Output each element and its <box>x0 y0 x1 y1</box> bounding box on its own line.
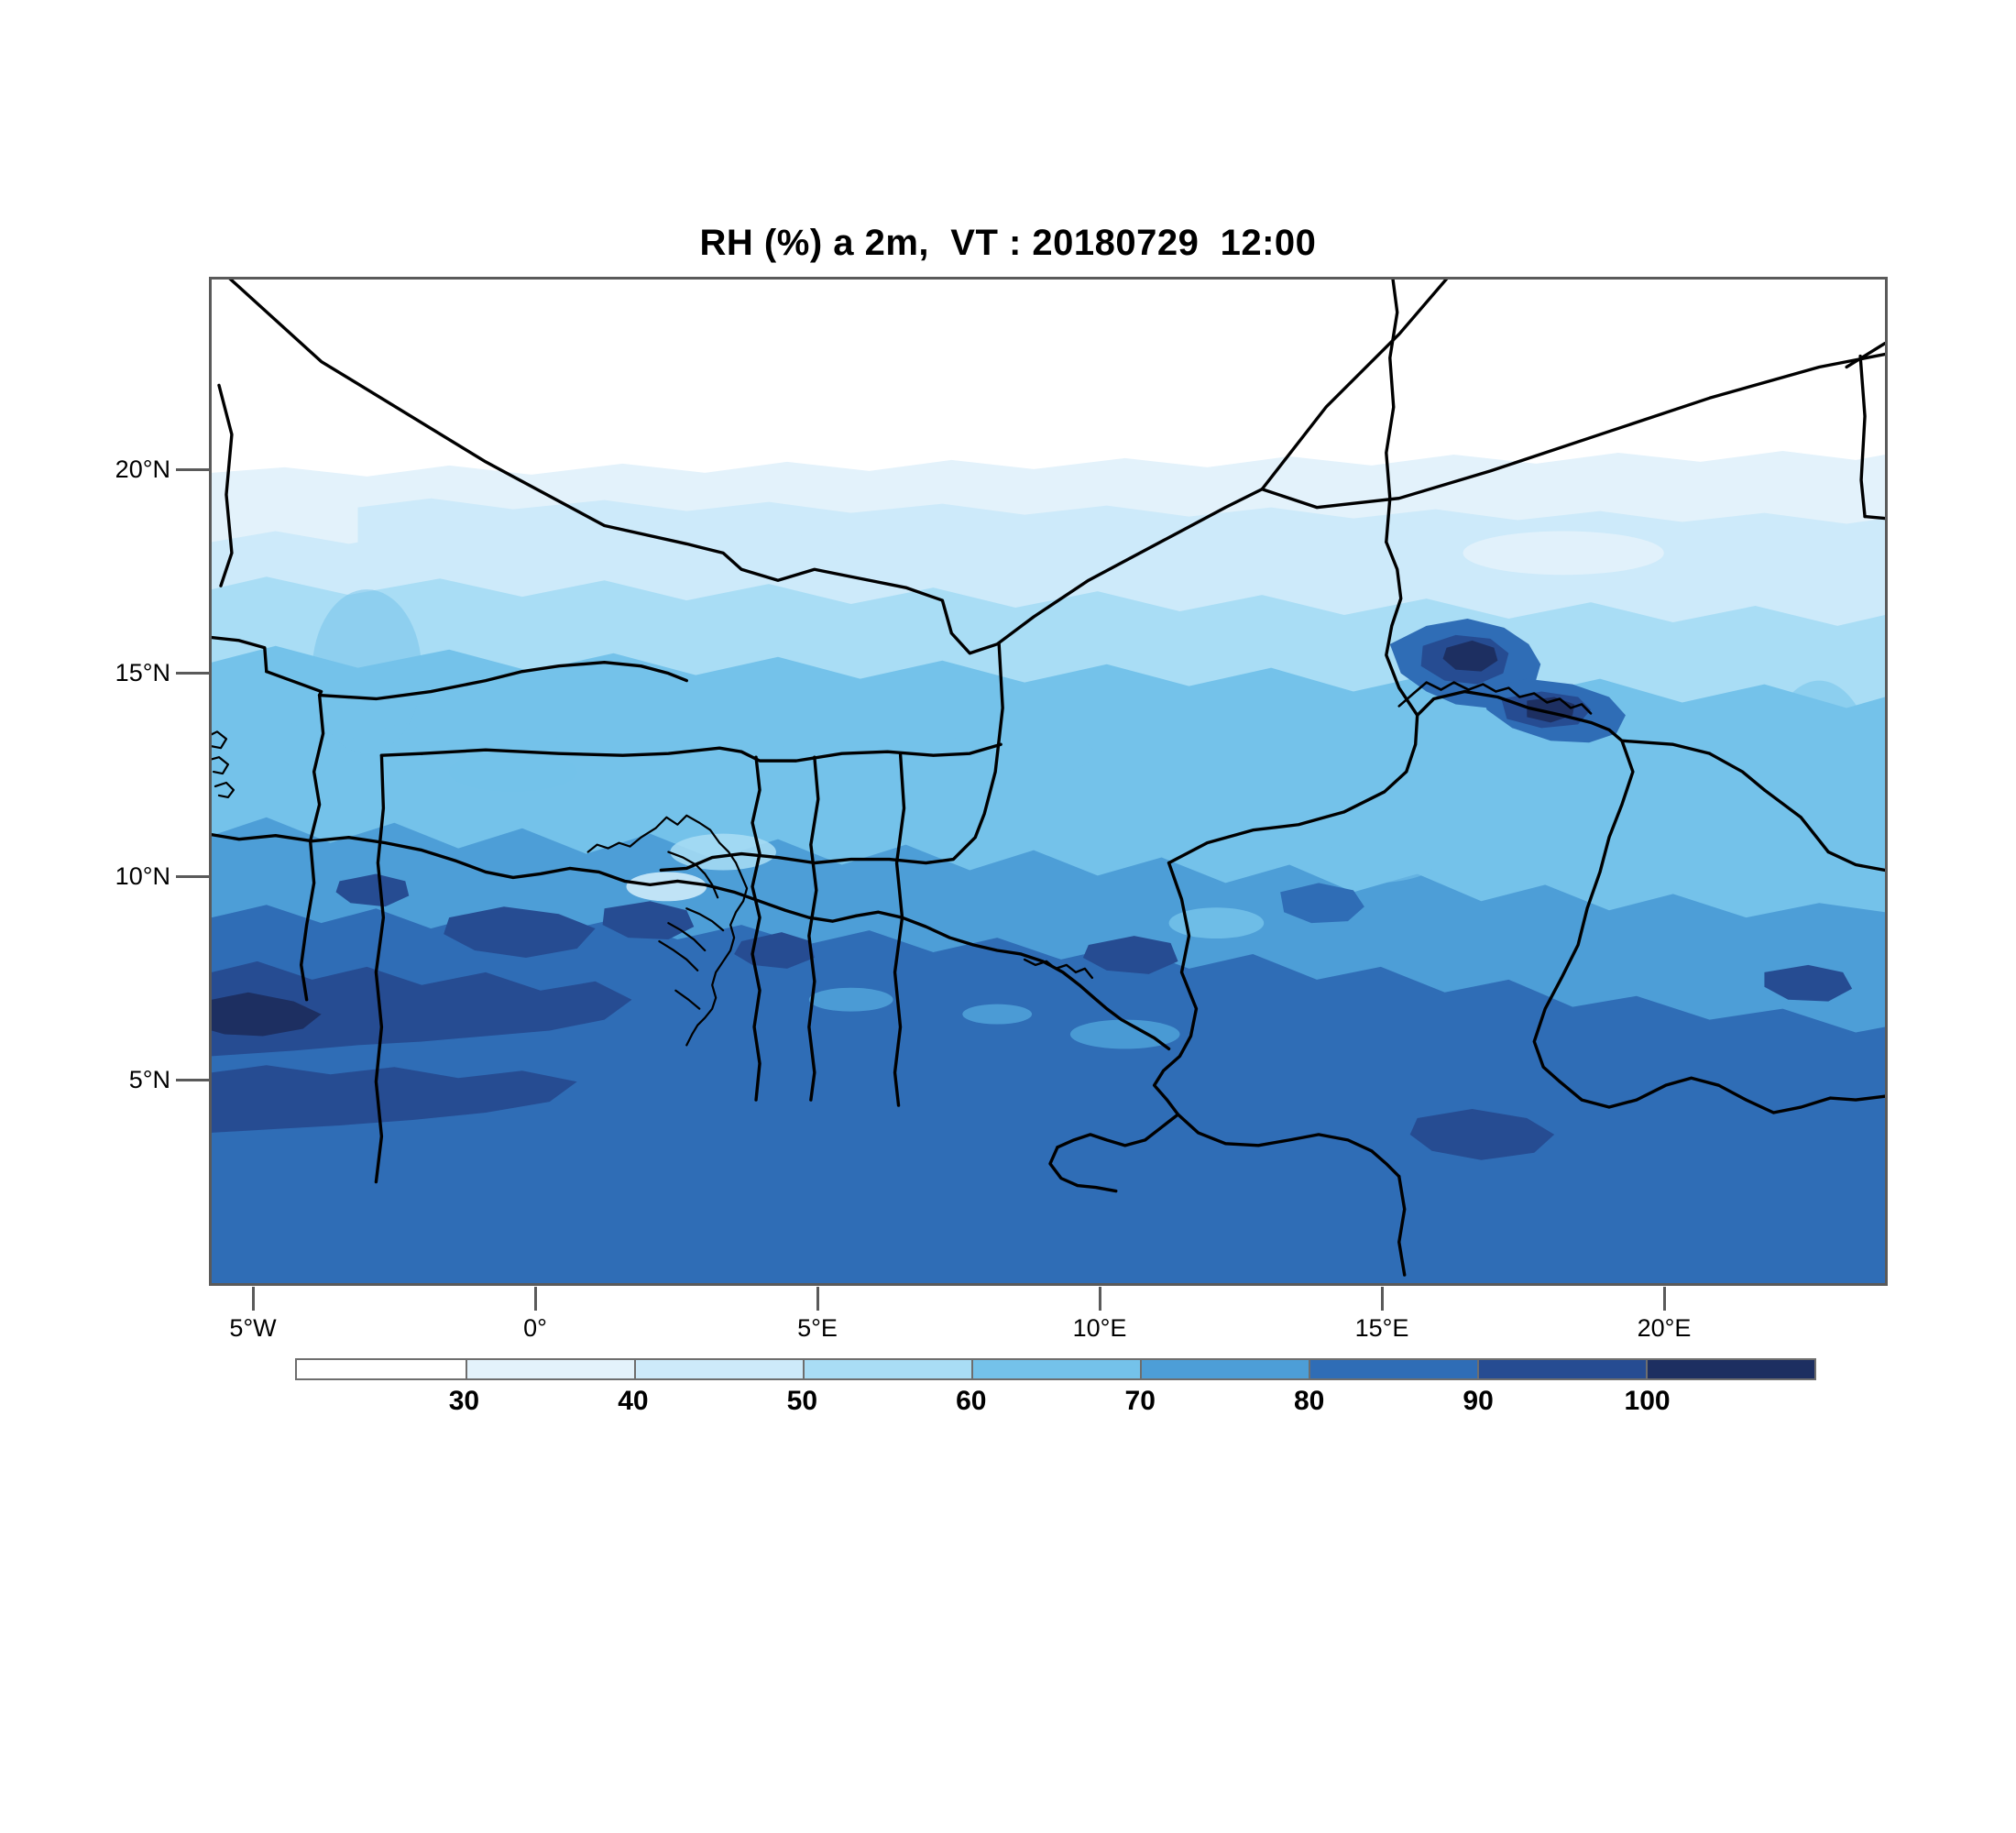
colorbar-separator-8 <box>1646 1360 1648 1378</box>
lat-label-5N: 5°N <box>128 1066 170 1093</box>
colorbar-tick-80: 80 <box>1293 1386 1325 1416</box>
page-title: RH (%) a 2m, VT : 20180729 12:00 <box>699 223 1317 263</box>
colorbar-gradient <box>295 1358 1816 1380</box>
lon-label-15E: 15°E <box>1354 1314 1409 1342</box>
colorbar-band-40-50 <box>634 1360 803 1378</box>
colorbar-tick-90: 90 <box>1463 1386 1494 1416</box>
lon-tick-15E <box>1381 1287 1384 1311</box>
lon-label-20E: 20°E <box>1637 1314 1692 1342</box>
colorbar-tick-70: 70 <box>1124 1386 1156 1416</box>
colorbar-band-<30 <box>297 1360 466 1378</box>
colorbar-separator-4 <box>971 1360 973 1378</box>
colorbar-separator-7 <box>1477 1360 1479 1378</box>
lon-tick-5W <box>252 1287 255 1311</box>
colorbar-band->100 <box>1646 1360 1814 1378</box>
colorbar-separator-1 <box>466 1360 467 1378</box>
colorbar-band-60-70 <box>971 1360 1140 1378</box>
lat-label-10N: 10°N <box>115 862 170 890</box>
lat-tick-10N <box>176 875 209 878</box>
lon-tick-20E <box>1663 1287 1666 1311</box>
lat-label-15N: 15°N <box>115 659 170 686</box>
lon-tick-0 <box>534 1287 537 1311</box>
colorbar-separator-2 <box>634 1360 636 1378</box>
lon-label-0: 0° <box>523 1314 547 1342</box>
lon-label-10E: 10°E <box>1072 1314 1127 1342</box>
colorbar-band-90-100 <box>1477 1360 1646 1378</box>
colorbar-band-80-90 <box>1309 1360 1477 1378</box>
lat-label-20N: 20°N <box>115 456 170 483</box>
lat-tick-5N <box>176 1079 209 1081</box>
colorbar <box>295 1358 1816 1380</box>
map-canvas <box>212 280 1885 1283</box>
colorbar-separator-6 <box>1308 1360 1310 1378</box>
colorbar-band-30-40 <box>466 1360 634 1378</box>
colorbar-band-70-80 <box>1140 1360 1309 1378</box>
colorbar-tick-50: 50 <box>786 1386 818 1416</box>
colorbar-tick-40: 40 <box>618 1386 649 1416</box>
colorbar-tick-100: 100 <box>1624 1386 1671 1416</box>
colorbar-tick-30: 30 <box>448 1386 480 1416</box>
country-borders-layer <box>212 280 1885 1277</box>
lon-label-5E: 5°E <box>797 1314 838 1342</box>
lat-tick-15N <box>176 672 209 675</box>
map-plot-area <box>209 277 1888 1286</box>
lon-label-5W: 5°W <box>229 1314 277 1342</box>
lon-tick-5E <box>816 1287 819 1311</box>
colorbar-separator-3 <box>802 1360 805 1378</box>
colorbar-tick-60: 60 <box>956 1386 987 1416</box>
rh-contour-fill-layer <box>212 280 1885 1283</box>
colorbar-band-50-60 <box>803 1360 971 1378</box>
colorbar-separator-5 <box>1140 1360 1142 1378</box>
lat-tick-20N <box>176 468 209 471</box>
lon-tick-10E <box>1099 1287 1101 1311</box>
